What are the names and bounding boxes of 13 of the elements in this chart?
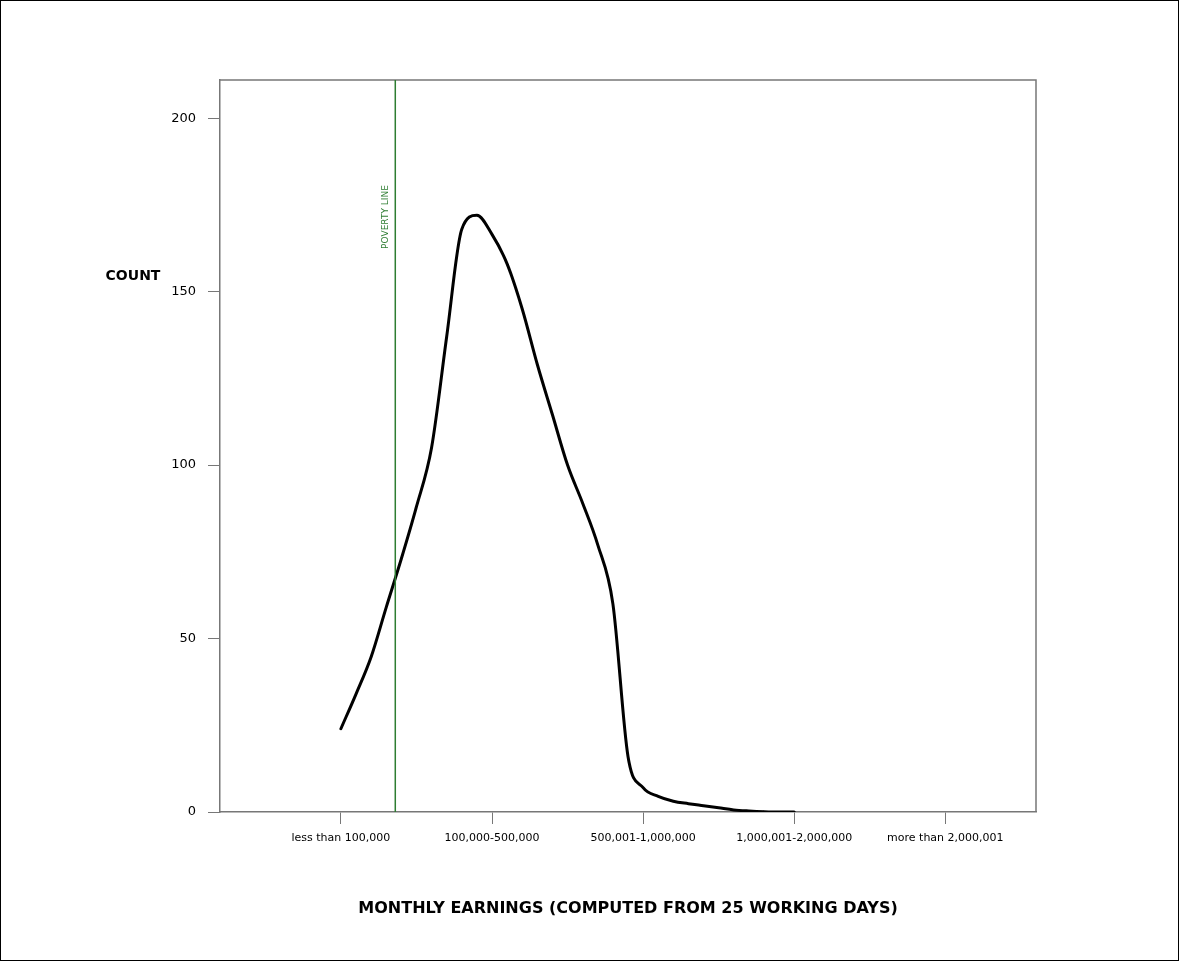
y-axis-title: COUNT (105, 266, 161, 283)
x-tick-label: 100,000-500,000 (444, 831, 540, 845)
x-tick-label: more than 2,000,001 (887, 831, 1004, 845)
y-tick-label: 200 (171, 109, 196, 125)
annotation: POVERTY LINE (380, 184, 391, 249)
x-axis-title: MONTHLY EARNINGS (COMPUTED FROM 25 WORKING DAYS) (358, 897, 898, 917)
y-tick-label: 50 (179, 629, 196, 645)
y-tick-label: 100 (171, 456, 196, 472)
y-tick-label: 150 (171, 283, 196, 298)
x-tick-label: 500,001-1,000,000 (590, 831, 696, 845)
y-tick-label: 0 (187, 803, 196, 819)
x-tick-label: less than 100,000 (291, 831, 391, 845)
x-tick-label: 1,000,001-2,000,000 (736, 831, 853, 845)
